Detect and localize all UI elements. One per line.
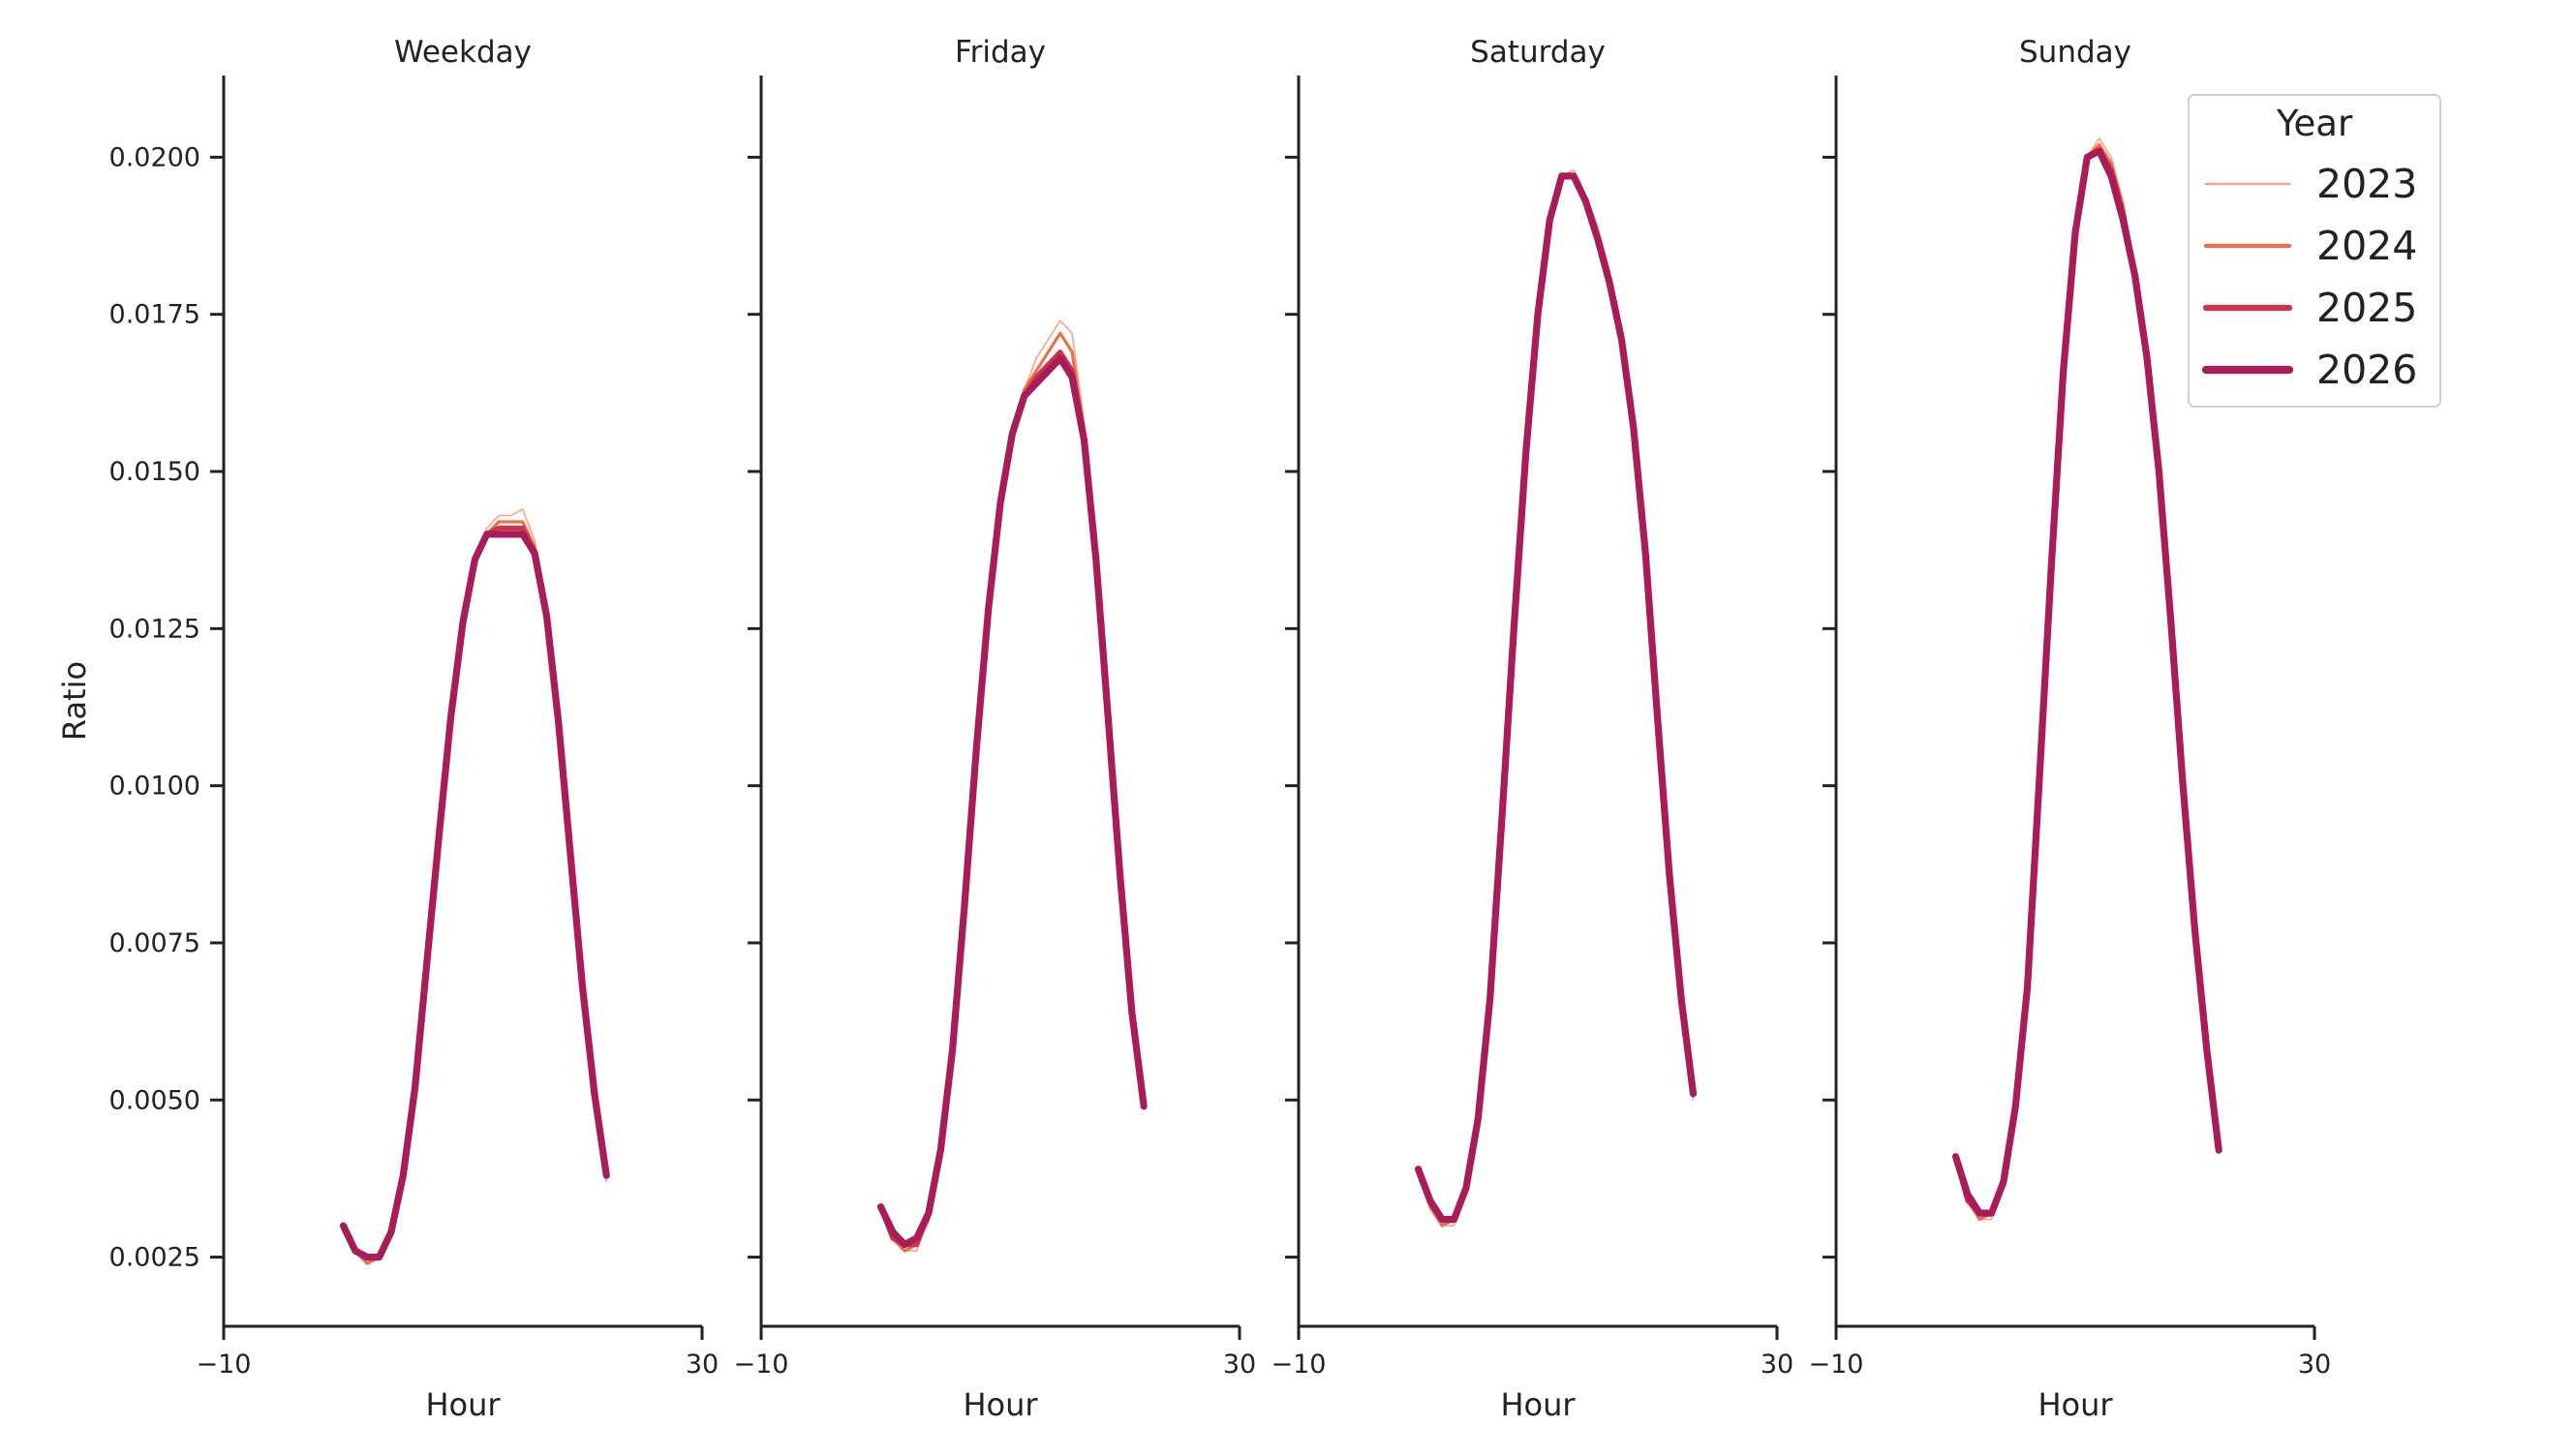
panel-title-weekday: Weekday [394, 35, 532, 70]
legend-label-2025: 2025 [2316, 285, 2417, 331]
legend-title: Year [2276, 103, 2353, 144]
legend-box [2188, 94, 2441, 408]
series-line-2026 [1414, 172, 1698, 1224]
x-tick-label: 30 [686, 1350, 719, 1380]
x-tick-label: −10 [734, 1350, 789, 1380]
x-tick-label: 30 [1223, 1350, 1256, 1380]
series-line-2026 [1951, 147, 2222, 1217]
series-line-2026 [876, 354, 1148, 1249]
x-tick-label: −10 [1272, 1350, 1327, 1380]
series-line-2025 [1952, 148, 2222, 1216]
series-line-2024 [1953, 142, 2221, 1222]
y-axis-label: Ratio [56, 661, 93, 741]
legend-label-2024: 2024 [2316, 223, 2417, 269]
x-tick-label: −10 [1809, 1350, 1864, 1380]
y-tick-label: 0.0075 [109, 928, 200, 958]
legend-label-2023: 2023 [2316, 161, 2417, 207]
legend-label-2026: 2026 [2316, 347, 2417, 393]
y-tick-label: 0.0150 [109, 457, 200, 487]
series-line-2024 [341, 520, 608, 1265]
y-tick-label: 0.0050 [109, 1085, 200, 1115]
series-line-2024 [878, 331, 1146, 1253]
x-axis-label: Hour [963, 1386, 1038, 1423]
panel-title-saturday: Saturday [1470, 35, 1606, 70]
series-line-2025 [340, 525, 609, 1260]
x-axis-label: Hour [2038, 1386, 2113, 1423]
x-axis-label: Hour [1500, 1386, 1576, 1423]
x-tick-label: −10 [197, 1350, 252, 1380]
series-line-2025 [1415, 173, 1697, 1223]
series-line-2023 [1954, 137, 2220, 1221]
x-axis-label: Hour [425, 1386, 501, 1423]
y-tick-label: 0.0175 [109, 300, 200, 330]
y-tick-label: 0.0025 [109, 1243, 200, 1273]
series-line-2025 [877, 349, 1147, 1248]
y-tick-label: 0.0100 [109, 772, 200, 802]
y-tick-label: 0.0125 [109, 614, 200, 644]
series-line-2023 [1417, 168, 1695, 1227]
series-line-2026 [339, 531, 610, 1261]
y-tick-label: 0.0200 [109, 142, 200, 172]
series-line-2023 [342, 508, 607, 1264]
panel-title-friday: Friday [955, 35, 1046, 70]
series-line-2024 [1416, 174, 1696, 1228]
x-tick-label: 30 [2298, 1350, 2331, 1380]
series-line-2023 [879, 319, 1145, 1252]
panel-title-sunday: Sunday [2019, 35, 2131, 70]
x-tick-label: 30 [1761, 1350, 1793, 1380]
